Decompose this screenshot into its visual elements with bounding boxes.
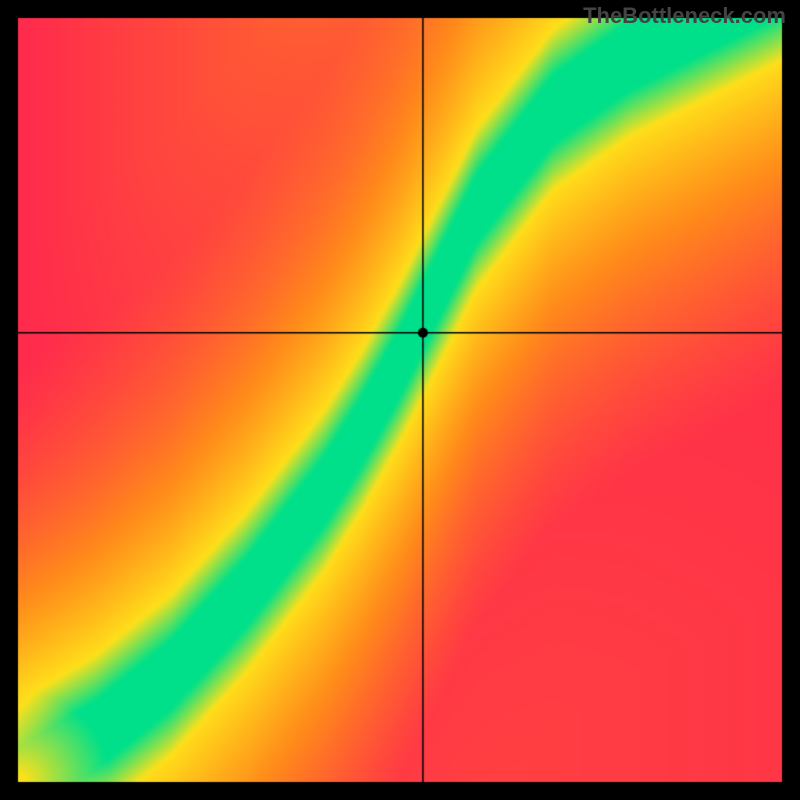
chart-container: TheBottleneck.com [0, 0, 800, 800]
bottleneck-heatmap [0, 0, 800, 800]
watermark-label: TheBottleneck.com [583, 3, 786, 29]
